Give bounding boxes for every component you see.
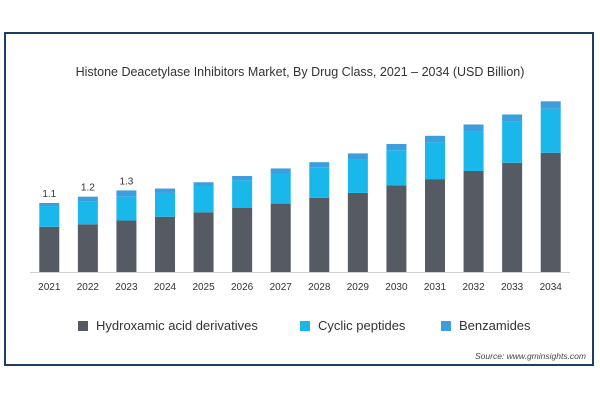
legend-label-cyclic: Cyclic peptides [318,318,406,333]
legend: Hydroxamic acid derivatives Cyclic pepti… [0,318,600,338]
bar-hydroxamic-acid-derivatives-2029 [347,192,368,272]
x-tick-label-2027: 2027 [270,282,293,293]
x-tick-label-2034: 2034 [540,282,563,293]
bar-benzamides-2031 [425,135,445,143]
bar-benzamides-2034 [540,101,561,109]
chart-title: Histone Deacetylase Inhibitors Market, B… [75,65,525,79]
bar-hydroxamic-acid-derivatives-2021 [39,226,60,272]
bar-benzamides-2021 [39,202,60,207]
data-label-2023: 1.3 [119,176,133,187]
chart-frame [4,32,594,366]
data-label-2022: 1.2 [81,183,95,194]
bar-benzamides-2028 [309,162,330,168]
x-tick-labels-group: 2021 2022 2023 2024 2025 2026 2027 2028 2029 2030… [38,282,562,293]
bar-hydroxamic-acid-derivatives-2033 [502,162,523,272]
bar-cyclic-peptides-2022 [77,201,98,225]
x-tick-label-2032: 2032 [462,282,485,293]
bar-hydroxamic-acid-derivatives-2032 [463,170,484,272]
bar-hydroxamic-acid-derivatives-2027 [270,203,291,272]
x-tick-label-2021: 2021 [38,282,61,293]
legend-swatch-benzamides [441,320,451,331]
bar-cyclic-peptides-2032 [463,131,484,171]
bars-group [39,101,561,272]
legend-swatch-cyclic [300,320,310,331]
x-tick-label-2030: 2030 [385,282,408,293]
bar-cyclic-peptides-2029 [347,159,368,193]
legend-item-hydroxamic: Hydroxamic acid derivatives [78,318,258,333]
bar-benzamides-2026 [232,175,253,181]
bar-cyclic-peptides-2031 [425,142,445,180]
bar-benzamides-2029 [347,153,368,160]
x-tick-label-2025: 2025 [192,282,215,293]
bar-hydroxamic-acid-derivatives-2026 [232,207,253,272]
legend-swatch-hydroxamic [78,320,88,331]
bar-cyclic-peptides-2033 [502,121,523,163]
data-label-2021: 1.1 [42,189,56,200]
x-tick-label-2024: 2024 [154,282,177,293]
bar-hydroxamic-acid-derivatives-2031 [425,179,445,272]
bar-cyclic-peptides-2030 [386,150,407,186]
legend-label-benzamides: Benzamides [459,318,531,333]
bar-hydroxamic-acid-derivatives-2022 [77,224,98,272]
legend-item-cyclic: Cyclic peptides [300,318,405,333]
bar-benzamides-2024 [155,188,175,193]
bar-benzamides-2023 [116,190,137,197]
bar-benzamides-2027 [270,168,291,174]
x-tick-label-2031: 2031 [424,282,447,293]
x-tick-label-2022: 2022 [77,282,100,293]
x-tick-label-2029: 2029 [347,282,370,293]
bar-hydroxamic-acid-derivatives-2024 [155,216,175,272]
bar-benzamides-2030 [386,143,407,151]
bar-benzamides-2032 [463,124,484,132]
bar-hydroxamic-acid-derivatives-2025 [193,212,214,272]
bar-benzamides-2033 [502,114,523,122]
bar-benzamides-2022 [77,196,98,202]
source-note: Source: www.gminsights.com [474,351,586,361]
bar-hydroxamic-acid-derivatives-2034 [540,152,561,272]
legend-label-hydroxamic: Hydroxamic acid derivatives [96,318,258,333]
bar-hydroxamic-acid-derivatives-2028 [309,197,330,272]
x-tick-label-2028: 2028 [308,282,331,293]
bar-cyclic-peptides-2023 [116,196,137,221]
bar-cyclic-peptides-2034 [540,108,561,153]
legend-item-benzamides: Benzamides [441,318,531,333]
bar-cyclic-peptides-2027 [270,173,291,204]
bar-cyclic-peptides-2028 [309,167,330,198]
bar-hydroxamic-acid-derivatives-2023 [116,220,137,272]
x-tick-label-2033: 2033 [501,282,524,293]
x-tick-label-2026: 2026 [231,282,254,293]
bar-hydroxamic-acid-derivatives-2030 [386,185,407,272]
x-tick-label-2023: 2023 [115,282,138,293]
bar-benzamides-2025 [193,182,214,187]
bar-cyclic-peptides-2021 [39,206,60,227]
bar-cyclic-peptides-2026 [232,180,253,208]
data-labels-group: 1.1 1.2 1.3 [42,176,133,200]
bar-cyclic-peptides-2025 [193,186,214,213]
bar-cyclic-peptides-2024 [155,192,175,217]
